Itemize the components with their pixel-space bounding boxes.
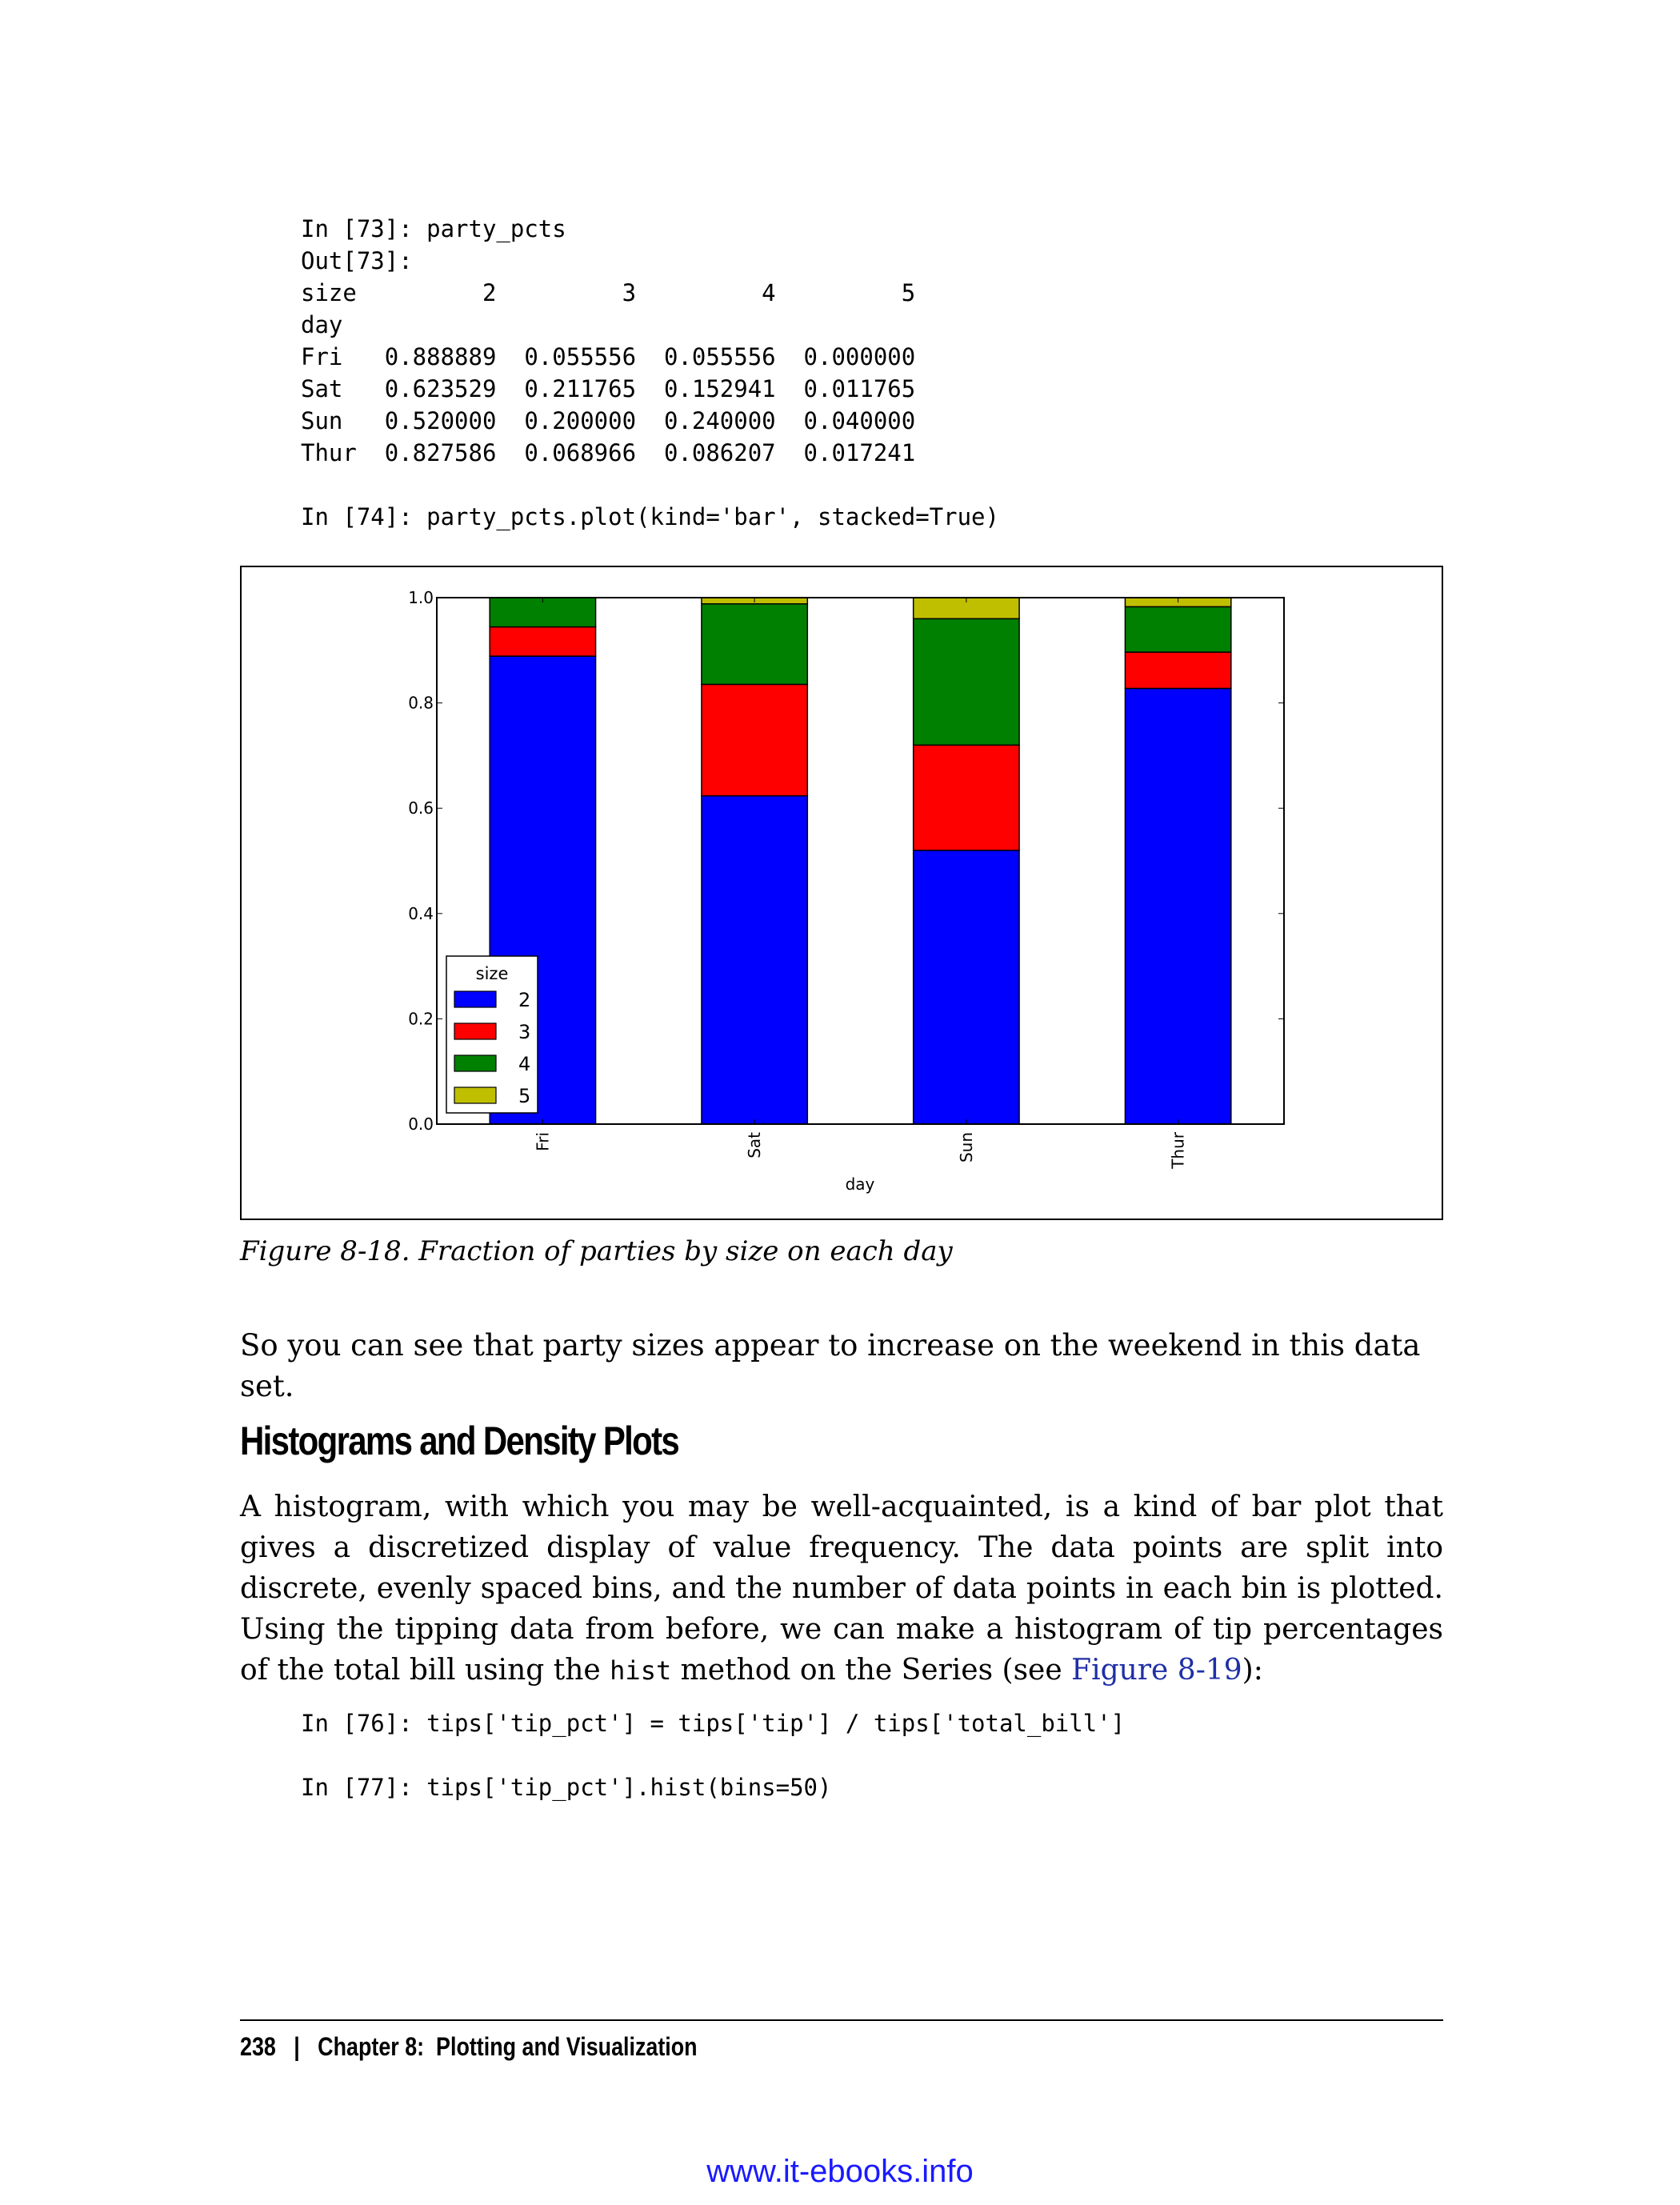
bar-sat-size-2	[701, 794, 809, 1125]
watermark-link[interactable]: www.it-ebooks.info	[706, 2154, 974, 2189]
y-tick-label-0.4: 0.4	[408, 904, 434, 923]
paragraph-text-middle: method on the Series (see	[671, 1654, 1072, 1687]
legend-label-5: 5	[518, 1085, 530, 1107]
legend-swatch-3	[454, 1022, 497, 1040]
legend-title: size	[476, 964, 509, 983]
bar-thur-size-4	[1124, 606, 1232, 653]
page-number: 238	[240, 2032, 276, 2061]
stacked-bar-chart: Fri Sat Sun Thur 0.0 0.2 0.4 0.6 0.8 1.0 day size…	[408, 588, 1285, 1194]
page-footer: 238 | Chapter 8: Plotting and Visualizat…	[240, 2032, 698, 2062]
y-tick-label-0.0: 0.0	[408, 1115, 434, 1134]
code-block-plot-call: In [74]: party_pcts.plot(kind='bar', sta…	[301, 503, 999, 530]
x-tick-label-fri: Fri	[533, 1132, 552, 1151]
figure-8-18: Fri Sat Sun Thur 0.0 0.2 0.4 0.6 0.8 1.0 day size…	[240, 566, 1443, 1220]
code-block-hist: In [77]: tips['tip_pct'].hist(bins=50)	[301, 1774, 832, 1801]
inline-code-hist: hist	[610, 1655, 672, 1686]
bar-fri-size-3	[489, 626, 597, 657]
bar-sun-size-3	[912, 744, 1020, 851]
footer-rule	[240, 2019, 1443, 2021]
legend-swatch-5	[454, 1086, 497, 1104]
ticks-layer: Fri Sat Sun Thur 0.0 0.2 0.4 0.6 0.8 1.0	[408, 588, 1284, 1170]
legend-label-4: 4	[518, 1053, 530, 1075]
legend-swatch-4	[454, 1054, 497, 1072]
y-tick-label-0.2: 0.2	[408, 1009, 434, 1028]
x-tick-label-thur: Thur	[1169, 1131, 1188, 1170]
bars-layer	[489, 597, 1232, 1125]
x-axis-label: day	[846, 1175, 875, 1194]
y-tick-label-0.6: 0.6	[408, 798, 434, 818]
y-tick-label-0.8: 0.8	[408, 694, 434, 713]
x-tick-label-sun: Sun	[957, 1132, 976, 1163]
chapter-title: Chapter 8: Plotting and Visualization	[318, 2032, 698, 2061]
figure-caption: Figure 8-18. Fraction of parties by size…	[240, 1235, 953, 1267]
paragraph-text-after: ):	[1242, 1654, 1263, 1687]
section-heading: Histograms and Density Plots	[240, 1419, 680, 1463]
bar-sun-size-2	[912, 850, 1020, 1125]
footer-separator: |	[294, 2032, 300, 2061]
bar-thur-size-3	[1124, 651, 1232, 690]
bar-sat-size-4	[701, 602, 809, 686]
axes-frame	[436, 597, 1285, 1125]
code-block-tip-pct: In [76]: tips['tip_pct'] = tips['tip'] /…	[301, 1710, 1126, 1737]
x-tick-label-sat: Sat	[745, 1132, 764, 1159]
bar-sat-size-3	[701, 683, 809, 797]
bar-thur-size-2	[1124, 687, 1232, 1125]
bar-sun-size-4	[912, 618, 1020, 746]
y-tick-label-1.0: 1.0	[408, 588, 434, 607]
bar-fri-size-4	[489, 597, 597, 628]
paragraph-weekend: So you can see that party sizes appear t…	[240, 1328, 1421, 1403]
figure-8-19-link[interactable]: Figure 8-19	[1071, 1654, 1242, 1687]
legend-label-3: 3	[518, 1021, 530, 1043]
paragraph-text-before: A histogram, with which you may be well-…	[240, 1491, 1443, 1687]
legend-label-2: 2	[518, 989, 530, 1011]
code-block-party-pcts: In [73]: party_pcts Out[73]: size 2 3 4 …	[301, 215, 916, 466]
legend-swatch-2	[454, 990, 497, 1008]
legend: size 2 3 4 5	[446, 955, 538, 1114]
paragraph-histogram: A histogram, with which you may be well-…	[240, 1487, 1443, 1691]
legend-entries: 2 3 4 5	[454, 989, 530, 1107]
